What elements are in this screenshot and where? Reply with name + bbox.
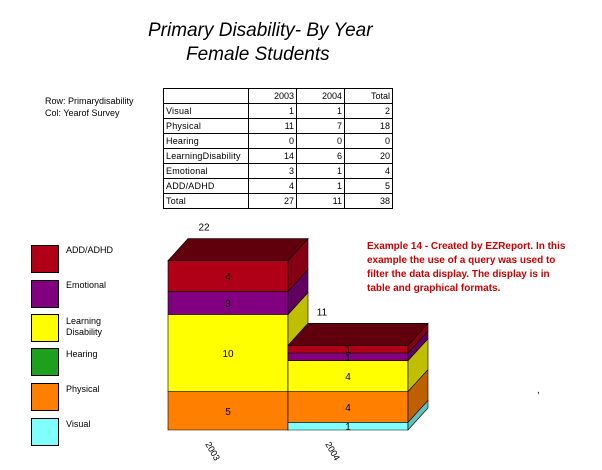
example-note: Example 14 - Created by EZReport. In thi… [367, 241, 566, 294]
bar-top-2004 [287, 322, 429, 346]
data-label: 4 [345, 403, 351, 414]
data-label: 4 [225, 272, 231, 283]
legend-swatch-add-adhd [31, 245, 59, 273]
row-dimension-label: Row: Primarydisability [45, 96, 134, 106]
legend-swatch-emotional [31, 280, 59, 308]
data-label: 10 [222, 349, 234, 360]
table-cell: 38 [344, 193, 393, 209]
legend-swatch-learning-disability [31, 314, 59, 342]
legend-label: Visual [66, 419, 91, 429]
legend-label: ADD/ADHD [66, 245, 114, 255]
data-label: 1 [345, 353, 351, 364]
legend-label: Emotional [66, 280, 107, 290]
col-dimension-label: Col: Yearof Survey [45, 108, 120, 118]
legend-label: Physical [66, 384, 100, 394]
bar-top-2003 [167, 238, 309, 261]
data-label: 4 [345, 372, 351, 383]
category-tick-label: 2003 [203, 440, 222, 462]
legend-swatch-visual [31, 418, 59, 446]
legend-label: Learning Disability [66, 316, 103, 337]
legend-label: Hearing [66, 349, 98, 359]
table-row: Hearing 0 0 0 [163, 133, 393, 149]
table-row: ADD/ADHD 4 1 5 [163, 178, 393, 194]
table-row: LearningDisability 14 6 20 [163, 148, 393, 164]
chart-subtitle: Female Students [186, 44, 330, 65]
legend-swatch-physical [31, 383, 59, 411]
data-label: 1 [345, 345, 351, 356]
data-label: 5 [225, 407, 231, 418]
table-cell: 27 [248, 193, 297, 209]
category-tick-label: 2004 [323, 440, 342, 462]
table-cell: 2 [344, 103, 393, 119]
crosstab-table: 2003 2004 Total Visual 1 1 2 Physical 11… [163, 88, 393, 209]
data-label: 1 [345, 422, 351, 433]
table-row-total: Total 27 11 38 [163, 193, 393, 209]
total-label: 22 [198, 223, 210, 234]
data-label: 3 [225, 299, 231, 310]
legend-swatch-hearing [31, 348, 59, 376]
stray-mark: , [537, 385, 540, 396]
total-label: 11 [317, 307, 328, 318]
chart-title: Primary Disability- By Year [148, 20, 373, 41]
